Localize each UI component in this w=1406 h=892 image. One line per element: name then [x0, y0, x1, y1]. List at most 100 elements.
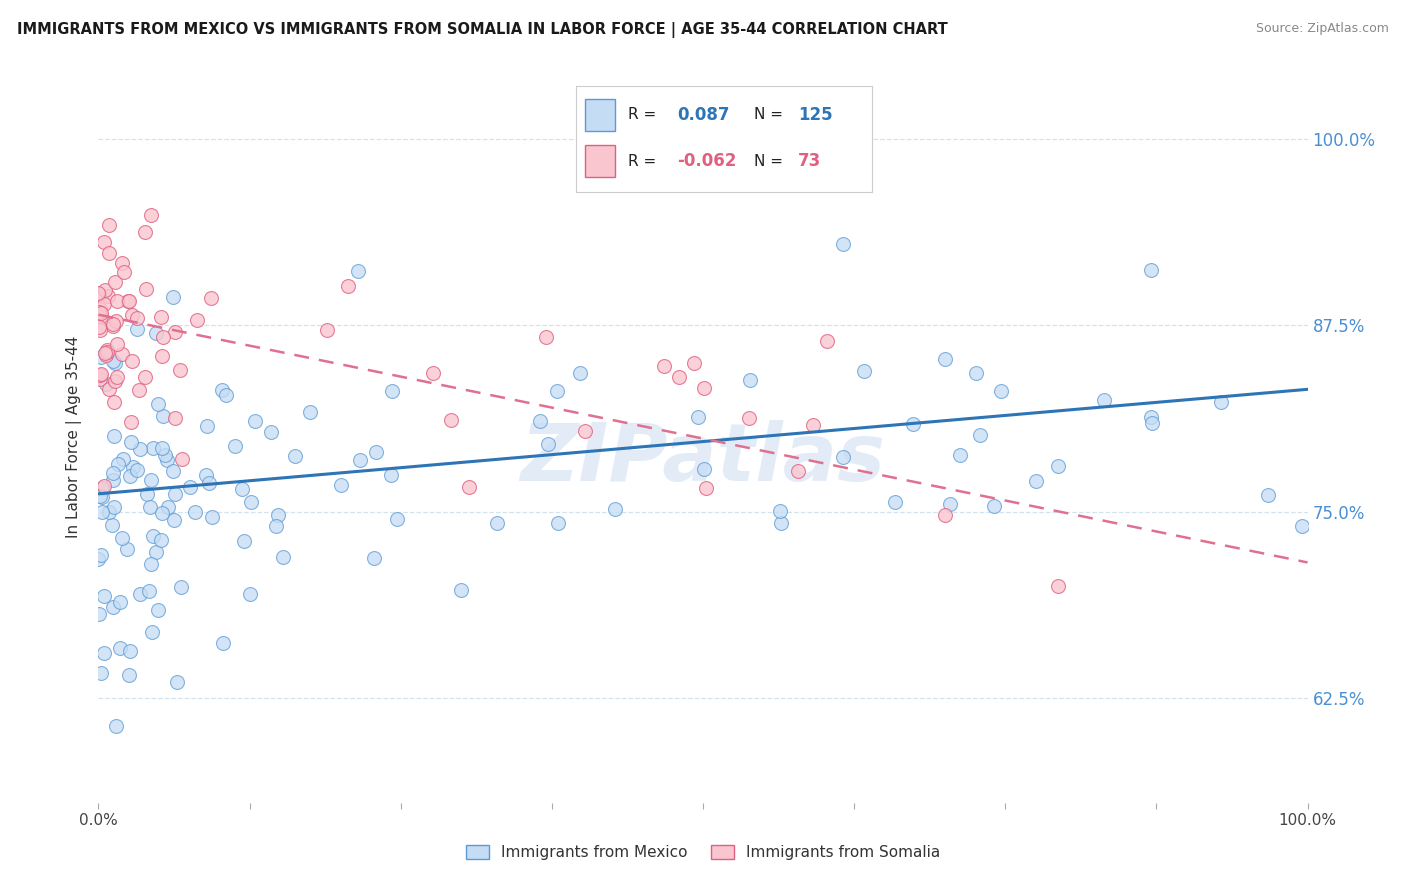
Point [112, 265, 135, 279]
Text: Source: ZipAtlas.com: Source: ZipAtlas.com [1256, 22, 1389, 36]
Point [740, 373, 762, 387]
Point [240, 494, 263, 508]
Point [831, 237, 853, 252]
Point [125, 322, 148, 336]
Point [104, 718, 127, 732]
Point [107, 457, 129, 471]
Point [89, 287, 111, 301]
Point [142, 529, 165, 543]
Point [94, 345, 117, 359]
Point [120, 468, 142, 483]
Point [87, 286, 110, 301]
Point [89, 368, 111, 382]
Point [141, 207, 163, 221]
Point [89, 372, 111, 386]
Point [195, 419, 218, 434]
Point [605, 502, 627, 516]
Point [90, 350, 112, 364]
Point [688, 410, 710, 425]
Point [170, 452, 193, 467]
Point [939, 498, 962, 512]
Point [89, 489, 111, 503]
Point [200, 291, 222, 305]
Point [93, 235, 115, 249]
Point [884, 495, 907, 509]
Text: IMMIGRANTS FROM MEXICO VS IMMIGRANTS FROM SOMALIA IN LABOR FORCE | AGE 35-44 COR: IMMIGRANTS FROM MEXICO VS IMMIGRANTS FRO… [17, 22, 948, 38]
Point [769, 516, 792, 531]
Point [145, 545, 167, 559]
Point [316, 323, 339, 337]
Point [169, 363, 191, 377]
Point [139, 557, 162, 571]
Point [233, 533, 256, 548]
Point [983, 500, 1005, 514]
Point [990, 384, 1012, 398]
Point [163, 513, 186, 527]
Point [104, 314, 127, 328]
Point [145, 326, 167, 340]
Point [111, 347, 134, 361]
Point [136, 487, 159, 501]
Point [96, 345, 118, 359]
Point [103, 429, 125, 443]
Point [485, 516, 508, 531]
Point [852, 364, 875, 378]
Point [134, 369, 156, 384]
Point [96, 343, 118, 357]
Point [364, 445, 387, 459]
Point [128, 383, 150, 397]
Point [284, 449, 307, 463]
Point [260, 425, 283, 440]
Point [104, 356, 127, 370]
Point [91, 481, 114, 495]
Point [98, 505, 121, 519]
Point [103, 466, 125, 480]
Point [120, 435, 142, 450]
Point [108, 641, 131, 656]
Point [668, 369, 690, 384]
Point [547, 516, 569, 531]
Point [264, 519, 287, 533]
Point [93, 479, 115, 493]
Point [90, 309, 112, 323]
Point [1142, 417, 1164, 431]
Point [152, 329, 174, 343]
Point [439, 413, 461, 427]
Point [111, 452, 134, 467]
Point [529, 414, 551, 428]
Point [89, 323, 111, 337]
Point [115, 542, 138, 557]
Point [152, 409, 174, 423]
Point [534, 330, 557, 344]
Point [97, 219, 120, 233]
Point [101, 319, 124, 334]
Point [90, 505, 112, 519]
Point [111, 532, 134, 546]
Point [89, 302, 111, 317]
Point [101, 473, 124, 487]
Point [1209, 395, 1232, 409]
Point [969, 428, 991, 442]
Point [121, 308, 143, 322]
Point [111, 256, 134, 270]
Y-axis label: In Labor Force | Age 35-44: In Labor Force | Age 35-44 [66, 336, 83, 538]
Point [273, 549, 295, 564]
Point [118, 668, 141, 682]
Point [1140, 262, 1163, 277]
Point [141, 625, 163, 640]
Point [186, 312, 208, 326]
Point [98, 246, 121, 260]
Point [104, 276, 127, 290]
Point [97, 289, 120, 303]
Point [769, 503, 792, 517]
Point [101, 353, 124, 368]
Point [139, 473, 162, 487]
Point [347, 263, 370, 277]
Point [211, 383, 233, 397]
Point [170, 580, 193, 594]
Point [90, 367, 112, 381]
Point [1291, 519, 1313, 533]
Point [267, 508, 290, 523]
Point [934, 508, 956, 522]
Point [105, 369, 128, 384]
